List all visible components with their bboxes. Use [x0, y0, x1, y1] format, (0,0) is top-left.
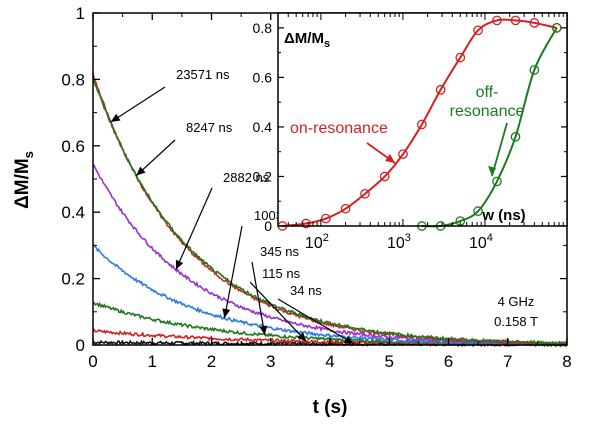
inset-series-0-point: [398, 149, 408, 160]
main-series-0-arrow: [110, 86, 166, 123]
main-series-5-label: 115 ns: [262, 266, 301, 281]
main-x-tick-label: 3: [266, 352, 275, 371]
inset-y-tick-label: 0.6: [253, 69, 273, 85]
main-y-tick-label: 0.8: [61, 70, 85, 89]
main-series-4-label: 345 ns: [260, 244, 300, 259]
inset-series-0-point: [529, 18, 540, 28]
main-x-ticks: 0 1 2 3 4 5 6 7 8: [88, 13, 572, 371]
inset-series-0-point: [510, 15, 521, 26]
main-y-tick-label: 1: [76, 4, 85, 23]
main-series-6-arrowhead: [343, 335, 354, 344]
main-series-2-label: 2882 ns: [223, 170, 270, 185]
main-series-1-label: 8247 ns: [186, 120, 233, 135]
inset-series-0-point: [301, 218, 311, 229]
main-x-tick-label: 8: [562, 352, 571, 371]
main-series-5-arrow: [249, 281, 307, 342]
inset-plot-frame: [277, 12, 568, 227]
main-series-0-arrowhead: [110, 113, 121, 123]
inset-series-0-point: [435, 84, 446, 95]
inset-series-0-point: [416, 119, 427, 130]
inset-x-tick-label: 102: [305, 232, 329, 252]
main-y-ticks: 0 0.2 0.4 0.6 0.8 1: [61, 4, 567, 355]
inset-series-0-point: [360, 188, 370, 199]
main-series-6-label: 34 ns: [290, 283, 322, 298]
main-series-0-label: 23571 ns: [176, 67, 230, 82]
inset-y-tick-label: 0.8: [253, 20, 273, 36]
main-series-3-arrow: [223, 225, 243, 319]
inset-series-0-point: [340, 203, 351, 214]
main-x-tick-label: 2: [207, 352, 216, 371]
main-x-tick-label: 1: [148, 352, 157, 371]
field-annotation: 0.158 T: [494, 314, 538, 329]
inset-series-0-line: [282, 18, 557, 227]
main-y-tick-label: 0: [76, 336, 85, 355]
inset-x-tick-label: 104: [469, 232, 493, 252]
inset-series-0-point: [473, 25, 483, 36]
main-x-axis-label: t (s): [313, 397, 348, 418]
on-resonance-label: on-resonance: [290, 120, 388, 137]
inset-x-tick-label: 103: [387, 232, 411, 252]
main-series-2-arrow: [175, 187, 213, 270]
off-resonance-arrow: [491, 122, 508, 177]
inset-series-1-point: [510, 131, 521, 142]
inset-series-1-point: [492, 176, 502, 187]
inset-y-tick-label: 0: [264, 218, 272, 234]
main-x-tick-label: 6: [444, 352, 453, 371]
off-resonance-arrowhead: [488, 166, 496, 176]
main-series-6-arrow: [277, 298, 355, 345]
inset-series-1-point: [551, 23, 562, 33]
main-series-4-arrowhead: [259, 325, 268, 336]
inset-y-ticks: 0 0.2 0.4 0.6 0.8: [253, 20, 567, 234]
inset-series-0-point: [321, 213, 331, 224]
off-resonance-label-1: off-: [476, 84, 499, 101]
inset-y-tick-label: 0.4: [253, 119, 273, 135]
main-series-3-arrowhead: [222, 308, 231, 319]
inset-series-0-point: [455, 52, 466, 63]
main-series-4-arrow: [251, 261, 266, 336]
inset-series-0-point: [492, 15, 502, 26]
main-series-2-arrowhead: [175, 259, 184, 270]
main-y-tick-label: 0.2: [61, 270, 85, 289]
inset-series-0-point: [379, 171, 390, 182]
main-y-tick-label: 0.6: [61, 137, 85, 156]
inset-y-tick-label: 0.2: [253, 168, 273, 184]
main-chart: 0 1 2 3 4 5 6 7 8 0 0.2 0.4 0.6 0.8 1 t (s) ΔM/Ms 235…: [12, 4, 572, 418]
main-y-tick-label: 0.4: [61, 203, 85, 222]
main-x-tick-label: 4: [325, 352, 334, 371]
inset-x-axis-label: w (ns): [481, 207, 525, 224]
main-series-1-line: [92, 78, 568, 346]
main-series-1-arrowhead: [136, 166, 146, 176]
frequency-annotation: 4 GHz: [498, 294, 535, 309]
inset-series-1-point: [473, 206, 483, 216]
main-series-5-arrowhead: [297, 332, 307, 342]
inset-series-1-point: [529, 65, 540, 75]
on-resonance-arrowhead: [385, 154, 395, 163]
inset-x-ticks: 102 103 104: [277, 13, 568, 252]
main-x-tick-label: 5: [385, 352, 394, 371]
inset-chart: 102 103 104 0 0.2 0.4 0.6 0.8 ΔM/Ms w (ns) on-…: [253, 12, 568, 252]
main-y-axis-label: ΔM/Ms: [12, 151, 36, 209]
inset-y-axis-label: ΔM/Ms: [284, 30, 330, 50]
inset-background: [278, 13, 567, 226]
main-x-tick-label: 7: [503, 352, 512, 371]
main-x-tick-label: 0: [88, 352, 97, 371]
off-resonance-label-2: resonance: [450, 103, 525, 120]
